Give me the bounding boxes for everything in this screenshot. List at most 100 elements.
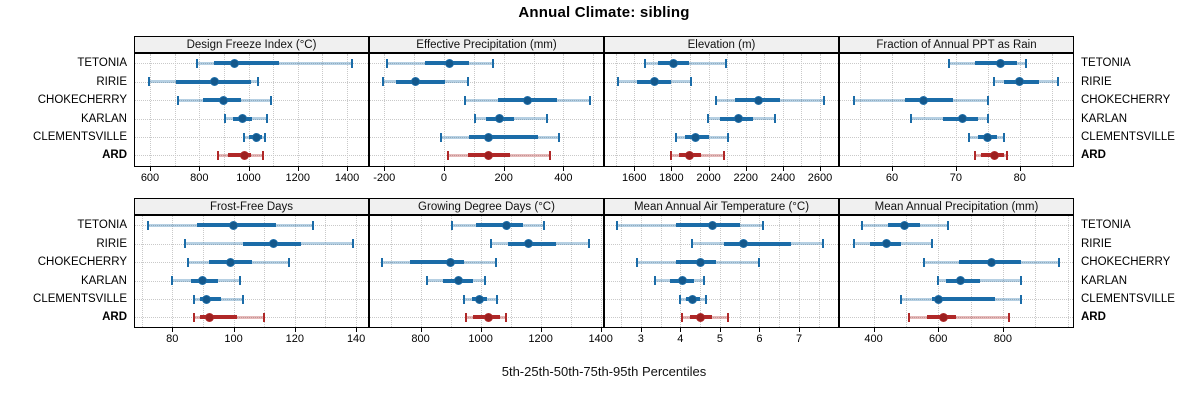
median-dot [695, 312, 705, 322]
gridline-vertical [233, 216, 235, 327]
whisker-cap-5th [451, 220, 454, 230]
gridline-vertical [1051, 54, 1053, 166]
median-dot [204, 312, 214, 322]
median-dot [501, 220, 511, 230]
axis-tick [199, 167, 201, 171]
panel-title: Mean Annual Air Temperature (°C) [633, 200, 810, 213]
axis-tick-label: -200 [373, 172, 396, 184]
axis-tick [745, 167, 747, 171]
gridline-vertical [708, 54, 710, 166]
iqr-bar-25-75 [410, 260, 465, 265]
site-label-left-karlan: KARLAN [80, 112, 127, 125]
gridline-horizontal [135, 280, 368, 282]
gridline-horizontal [370, 63, 603, 65]
gridline-horizontal [840, 100, 1073, 102]
gridline-horizontal [370, 100, 603, 102]
whisker-cap-5th [937, 276, 940, 286]
axis-tick [563, 167, 565, 171]
axis-tick [708, 167, 710, 171]
gridline-vertical [987, 54, 989, 166]
axis-tick [347, 167, 349, 171]
whisker-cap-95th [723, 150, 726, 160]
gridline-horizontal [370, 280, 603, 282]
gridline-vertical [570, 216, 572, 327]
axis-tick [356, 328, 358, 332]
median-dot [695, 257, 705, 267]
axis-tick [671, 167, 673, 171]
gridline-vertical [297, 54, 299, 166]
median-dot [209, 77, 219, 87]
median-dot [677, 276, 687, 286]
gridline-vertical [719, 216, 721, 327]
gridline-vertical [347, 54, 349, 166]
whisker-cap-5th [192, 312, 195, 322]
whisker-cap-95th [542, 220, 545, 230]
whisker-cap-95th [1008, 312, 1011, 322]
gridline-vertical [199, 54, 201, 166]
whisker-cap-5th [715, 95, 718, 105]
gridline-vertical [223, 54, 225, 166]
gridline-horizontal [605, 299, 838, 300]
gridline-vertical [174, 54, 176, 166]
gridline-vertical [264, 216, 266, 327]
whisker-cap-95th [352, 239, 355, 249]
median-dot [687, 294, 697, 304]
median-dot [523, 95, 533, 105]
gridline-horizontal [605, 137, 838, 138]
iqr-bar-25-75 [199, 315, 237, 320]
iqr-bar-25-75 [723, 241, 792, 246]
site-label-left-clementsville: CLEMENTSVILLE [33, 131, 127, 143]
axis-tick [955, 167, 957, 171]
gridline-vertical [923, 54, 925, 166]
axis-tick [640, 328, 642, 332]
gridline-vertical [600, 216, 602, 327]
panel-strip: Mean Annual Air Temperature (°C) [604, 198, 839, 215]
axis-tick-label: 600 [140, 172, 160, 184]
whisker-cap-95th [1005, 150, 1008, 160]
whisker-cap-5th [706, 114, 709, 124]
axis-tick [719, 328, 721, 332]
median-dot [201, 294, 211, 304]
whisker-cap-5th [853, 239, 856, 249]
gridline-vertical [671, 54, 673, 166]
gridline-vertical [1019, 54, 1021, 166]
gridline-vertical [621, 216, 622, 327]
median-dot [996, 58, 1006, 68]
gridline-vertical [1035, 216, 1037, 327]
median-dot [411, 77, 421, 87]
median-dot [237, 114, 247, 124]
axis-tick [297, 167, 299, 171]
axis-tick [150, 167, 151, 171]
gridline-vertical [510, 216, 512, 327]
whisker-cap-5th [425, 276, 428, 286]
median-dot [453, 276, 463, 286]
site-label-left-tetonia: TETONIA [77, 219, 127, 232]
gridline-vertical [727, 54, 729, 166]
whisker-cap-95th [726, 312, 729, 322]
whisker-cap-5th [381, 77, 384, 87]
axis-tick-label: 2200 [733, 172, 758, 184]
gridline-vertical [450, 216, 452, 327]
gridline-vertical [873, 216, 875, 327]
panel-title: Design Freeze Index (°C) [186, 38, 317, 51]
median-dot [524, 239, 534, 249]
whisker-cap-5th [681, 312, 684, 322]
site-label-left-chokecherry: CHOKECHERRY [37, 256, 127, 269]
median-dot [739, 239, 749, 249]
whisker-cap-5th [691, 239, 694, 249]
iqr-bar-25-75 [396, 79, 446, 84]
axis-tick-label: 5 [716, 333, 723, 345]
median-dot [494, 114, 504, 124]
panel-box [369, 215, 604, 328]
gridline-vertical [782, 54, 784, 166]
median-dot [483, 312, 493, 322]
site-label-right-chokecherry: CHOKECHERRY [1081, 256, 1171, 269]
whisker-cap-95th [725, 58, 728, 68]
whisker-cap-95th [1019, 294, 1022, 304]
whisker-cap-95th [241, 294, 244, 304]
x-axis-caption: 5th-25th-50th-75th-95th Percentiles [501, 364, 707, 379]
gridline-horizontal [135, 81, 368, 83]
whisker-cap-5th [243, 132, 246, 142]
gridline-vertical [690, 54, 691, 166]
gridline-vertical [759, 216, 761, 327]
